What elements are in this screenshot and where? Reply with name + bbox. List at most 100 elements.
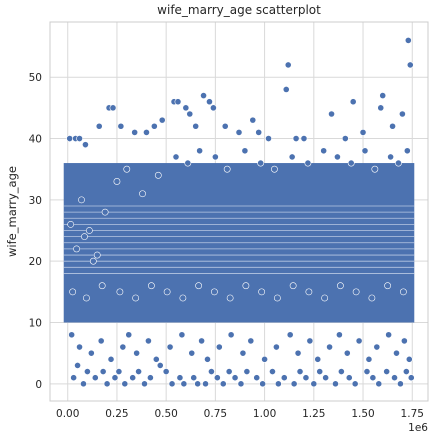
data-point: [133, 349, 141, 357]
data-point: [176, 374, 184, 382]
data-point: [286, 331, 294, 339]
data-point: [98, 282, 106, 290]
data-point: [359, 128, 367, 136]
data-point: [225, 368, 233, 375]
data-point: [351, 380, 359, 388]
data-point: [292, 135, 300, 142]
data-point: [147, 282, 155, 290]
data-point: [211, 153, 219, 161]
data-point: [241, 147, 249, 155]
y-tick-label: 10: [29, 318, 42, 330]
data-point: [213, 374, 221, 382]
data-point: [336, 331, 343, 339]
data-point: [196, 147, 204, 155]
data-point: [352, 288, 360, 296]
dense-band: [63, 163, 415, 323]
data-point: [111, 374, 119, 382]
data-point: [186, 110, 194, 118]
y-tick-label: 0: [35, 379, 42, 391]
data-point: [66, 135, 74, 142]
data-point: [389, 122, 396, 130]
data-point: [284, 61, 292, 69]
data-point: [107, 355, 115, 363]
data-point: [163, 288, 171, 296]
data-point: [280, 374, 288, 382]
data-point: [91, 374, 99, 382]
data-point: [194, 380, 202, 388]
x-axis-offset-label: 1e6: [408, 422, 428, 434]
data-point: [288, 153, 296, 161]
data-point: [321, 294, 329, 302]
data-point: [373, 343, 381, 351]
data-point: [369, 374, 377, 382]
data-point: [152, 355, 160, 363]
data-point: [336, 282, 344, 290]
data-point: [294, 349, 302, 357]
data-point: [365, 355, 373, 363]
data-point: [116, 288, 124, 296]
data-point: [158, 116, 166, 124]
data-point: [93, 251, 101, 259]
data-point: [322, 374, 330, 382]
data-point: [273, 294, 281, 302]
data-point: [379, 92, 387, 99]
data-point: [78, 196, 85, 204]
data-point: [87, 349, 95, 357]
data-point: [399, 288, 407, 296]
data-point: [82, 141, 89, 149]
data-point: [188, 349, 196, 357]
data-point: [397, 380, 404, 388]
y-tick-label: 30: [29, 195, 42, 207]
ticks: 0.00 0.25 0.50 0.75 1.00 1.25 1.50 1.75 0 10 20 30 4…: [29, 72, 424, 420]
data-point: [69, 288, 77, 296]
data-point: [147, 374, 154, 382]
data-point: [328, 110, 335, 118]
data-point: [117, 122, 125, 130]
data-point: [132, 294, 140, 302]
data-point: [115, 368, 123, 375]
data-point: [302, 374, 310, 382]
data-point: [80, 380, 87, 388]
data-point: [399, 110, 406, 118]
x-tick-label: 0.50: [154, 408, 177, 420]
x-tick-label: 1.75: [401, 408, 424, 420]
data-point: [125, 331, 133, 339]
data-point: [113, 178, 121, 185]
data-point: [235, 128, 243, 136]
data-point: [174, 98, 182, 106]
data-point: [368, 294, 376, 302]
data-point: [221, 122, 229, 130]
data-point: [393, 349, 400, 357]
data-point: [178, 331, 186, 339]
data-point: [247, 337, 255, 345]
data-point: [223, 165, 231, 173]
y-tick-label: 40: [29, 134, 42, 146]
data-point: [202, 380, 209, 388]
data-point: [156, 362, 164, 369]
data-point: [395, 159, 402, 167]
x-tick-label: 1.25: [302, 408, 325, 420]
data-point: [349, 98, 357, 106]
plot-frame: [49, 21, 429, 402]
data-point: [271, 165, 278, 173]
data-point: [226, 294, 234, 302]
data-point: [81, 233, 88, 241]
data-point: [135, 368, 142, 375]
data-point: [273, 343, 280, 351]
data-point: [227, 331, 235, 339]
data-point: [242, 282, 250, 290]
data-point: [343, 349, 351, 357]
data-point: [97, 337, 105, 345]
data-point: [261, 355, 268, 363]
data-point: [231, 374, 239, 382]
data-point: [404, 36, 412, 44]
data-point: [121, 380, 129, 388]
x-tick-label: 0.75: [204, 408, 227, 420]
data-point: [180, 380, 188, 388]
data-point: [243, 368, 251, 375]
data-point: [166, 343, 174, 351]
data-point: [355, 337, 363, 345]
data-point: [347, 159, 355, 167]
data-point: [109, 104, 117, 112]
